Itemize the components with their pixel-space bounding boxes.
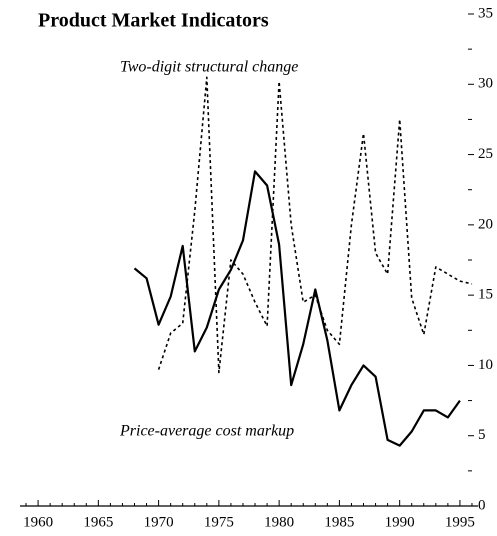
chart-title: Product Market Indicators <box>38 10 269 32</box>
x-tick-label: 1990 <box>385 514 415 530</box>
y-tick-label: 15 <box>478 287 493 303</box>
y-tick-label: 20 <box>478 216 493 232</box>
y-tick-label: 5 <box>478 427 486 443</box>
x-tick-label: 1985 <box>324 514 354 530</box>
series-line <box>157 76 473 374</box>
series-label: Price-average cost markup <box>119 423 294 440</box>
y-tick-label: 10 <box>478 357 493 373</box>
series-label: Two-digit structural change <box>120 59 298 76</box>
y-tick-label: 25 <box>478 146 493 162</box>
y-tick-label: 35 <box>478 5 493 21</box>
x-tick-label: 1970 <box>144 514 174 530</box>
x-tick-label: 1960 <box>23 514 53 530</box>
x-tick-label: 1995 <box>445 514 475 530</box>
x-tick-label: 1980 <box>264 514 294 530</box>
y-tick-label: 30 <box>478 76 493 92</box>
y-tick-label: 0 <box>478 497 486 513</box>
x-tick-label: 1975 <box>204 514 234 530</box>
x-tick-label: 1965 <box>83 514 113 530</box>
series-line <box>133 170 461 447</box>
